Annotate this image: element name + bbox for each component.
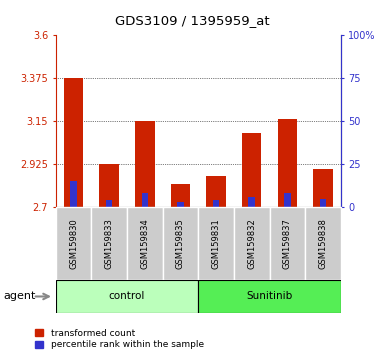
Bar [56,207,92,280]
Text: GSM159831: GSM159831 [212,218,221,269]
Text: GSM159833: GSM159833 [105,218,114,269]
Bar [284,193,291,207]
Bar [278,119,297,207]
Text: GSM159834: GSM159834 [141,218,149,269]
Bar [163,207,198,280]
Legend: transformed count, percentile rank within the sample: transformed count, percentile rank withi… [35,329,204,349]
Text: control: control [109,291,145,302]
Bar [213,200,219,207]
Bar [127,207,162,280]
Bar [56,280,198,313]
Bar [198,280,341,313]
Bar [99,164,119,207]
Bar [177,202,184,207]
Text: GDS3109 / 1395959_at: GDS3109 / 1395959_at [115,14,270,27]
Bar [206,176,226,207]
Bar [270,207,305,280]
Bar [313,169,333,207]
Bar [135,121,155,207]
Text: agent: agent [4,291,36,302]
Text: GSM159832: GSM159832 [247,218,256,269]
Bar [248,197,255,207]
Bar [70,181,77,207]
Bar [106,200,112,207]
Bar [142,193,148,207]
Bar [305,207,341,280]
Bar [92,207,127,280]
Bar [234,207,270,280]
Text: GSM159838: GSM159838 [318,218,327,269]
Bar [64,78,84,207]
Bar [320,199,326,207]
Text: Sunitinib: Sunitinib [246,291,293,302]
Bar [171,184,190,207]
Bar [242,133,261,207]
Text: GSM159837: GSM159837 [283,218,292,269]
Text: GSM159830: GSM159830 [69,218,78,269]
Bar [198,207,234,280]
Text: GSM159835: GSM159835 [176,218,185,269]
